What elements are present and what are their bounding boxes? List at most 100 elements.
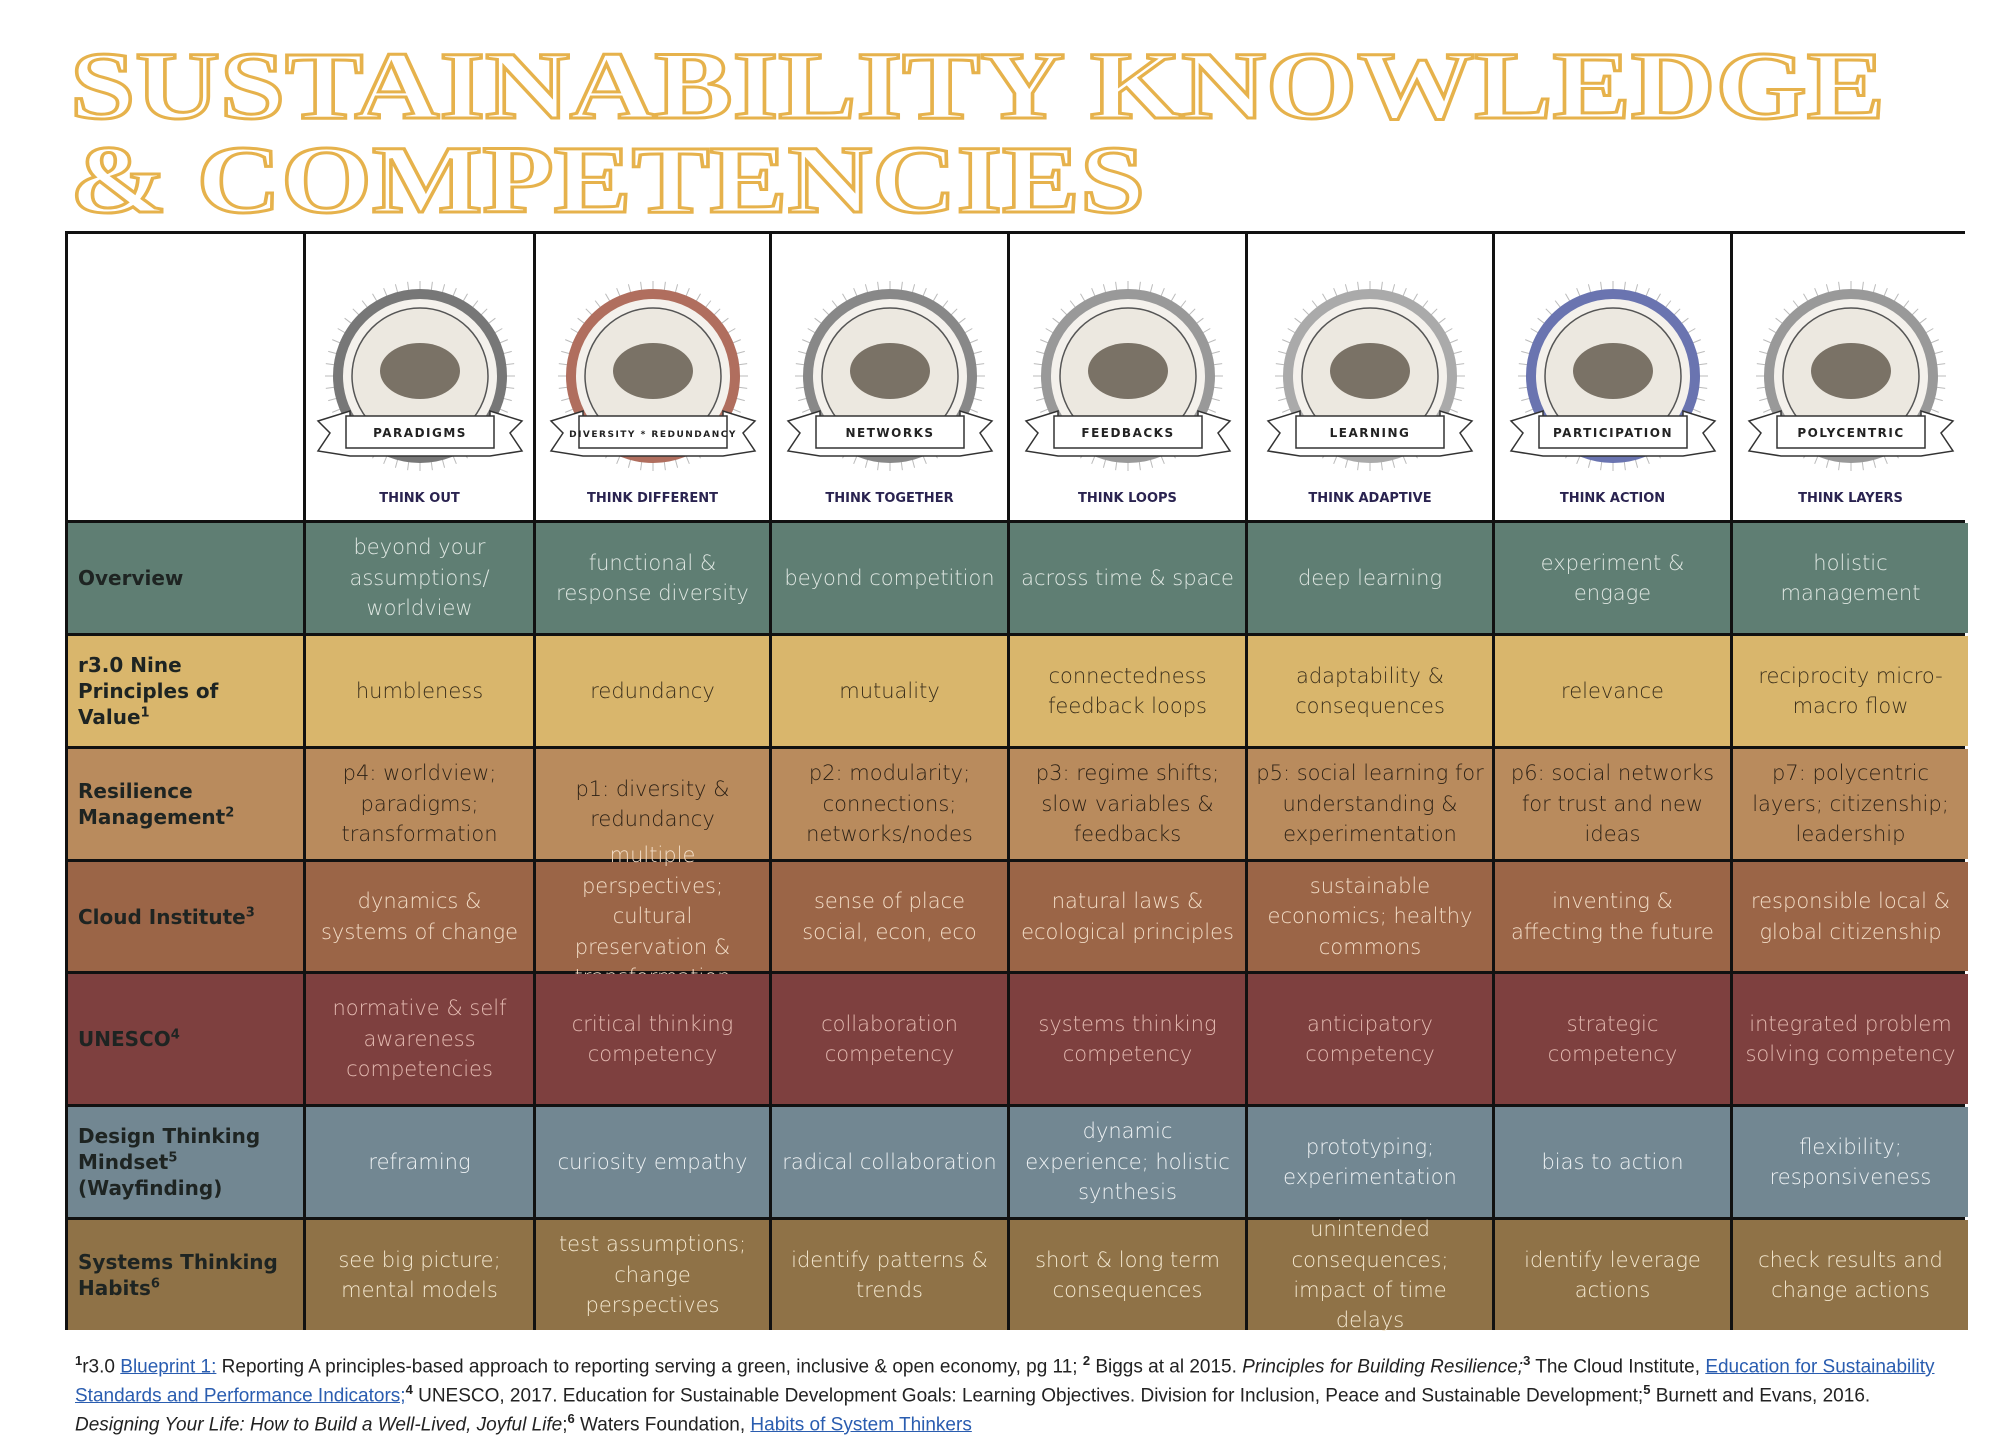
row-label: r3.0 Nine Principles of Value1 xyxy=(68,636,303,746)
banner-face xyxy=(577,415,728,449)
think-label: THINK LAYERS xyxy=(1798,491,1903,506)
row-label-main: Resilience Management xyxy=(78,779,226,829)
footnote-text: The Cloud Institute, xyxy=(1530,1356,1706,1378)
footnote-text: 2 xyxy=(1082,1353,1091,1368)
cell: beyond competition xyxy=(772,523,1007,633)
cell: strategic competency xyxy=(1495,974,1730,1104)
emblem-figure xyxy=(849,343,930,399)
cell: natural laws & ecological principles xyxy=(1010,862,1245,971)
emblem: NETWORKS xyxy=(786,281,993,471)
cell: reciprocity micro-macro flow xyxy=(1733,636,1968,746)
header-cell: LEARNING THINK ADAPTIVE xyxy=(1248,234,1492,520)
row-label-text: Cloud Institute3 xyxy=(78,904,255,930)
emblem-figure xyxy=(612,343,693,399)
cell: flexibility; responsiveness xyxy=(1733,1107,1968,1217)
row-label-text: UNESCO4 xyxy=(78,1026,180,1052)
banner-face xyxy=(344,415,495,449)
cell: experiment & engage xyxy=(1495,523,1730,633)
cell: bias to action xyxy=(1495,1107,1730,1217)
row-label-main: Overview xyxy=(78,566,184,590)
cell: prototyping; experimentation xyxy=(1248,1107,1492,1217)
row-label: Systems Thinking Habits6 xyxy=(68,1220,303,1330)
think-label: THINK LOOPS xyxy=(1078,491,1177,506)
cell: integrated problem solving competency xyxy=(1733,974,1968,1104)
footnote-link[interactable]: Education for Sustainability Standards a… xyxy=(75,1356,1935,1407)
emblem-figure xyxy=(1330,343,1410,399)
row-label-main: Systems Thinking Habits xyxy=(78,1250,278,1300)
footnote-link[interactable]: Habits of System Thinkers xyxy=(750,1414,972,1436)
cell: anticipatory competency xyxy=(1248,974,1492,1104)
footnote-text: Burnett and Evans, 2016. xyxy=(1650,1385,1871,1407)
cell: multiple perspectives; cultural preserva… xyxy=(536,843,769,989)
cell: deep learning xyxy=(1248,523,1492,633)
row-label-sup: 4 xyxy=(170,1027,180,1043)
footnote-text: 6 xyxy=(567,1410,575,1426)
header-cell: POLYCENTRIC THINK LAYERS xyxy=(1733,234,1968,520)
banner-face xyxy=(1775,415,1926,449)
footnote-text: 4 xyxy=(405,1381,413,1397)
think-label: THINK OUT xyxy=(379,491,460,506)
emblem: FEEDBACKS xyxy=(1024,281,1231,471)
think-label: THINK TOGETHER xyxy=(825,491,954,506)
banner-text: DIVERSITY * REDUNDANCY xyxy=(569,430,737,440)
footnote-text: ; xyxy=(562,1414,568,1436)
title-line: SUSTAINABILITY KNOWLEDGE xyxy=(70,32,1885,139)
row-label-text: Systems Thinking Habits6 xyxy=(78,1249,293,1301)
row-label-main: UNESCO xyxy=(78,1027,171,1051)
emblem: LEARNING xyxy=(1266,281,1474,471)
header-cell: PARADIGMS THINK OUT xyxy=(306,234,533,520)
cell: redundancy xyxy=(536,636,769,746)
cell: connectedness feedback loops xyxy=(1010,636,1245,746)
think-label: THINK ADAPTIVE xyxy=(1308,491,1432,506)
emblem-figure xyxy=(1572,343,1653,399)
row-label-text: Resilience Management2 xyxy=(78,778,293,830)
row-label: Overview xyxy=(68,523,303,633)
footnote-link[interactable]: Blueprint 1: xyxy=(120,1356,217,1378)
row-label-text: Design Thinking Mindset5 (Wayfinding) xyxy=(78,1123,293,1201)
cell: adaptability & consequences xyxy=(1248,636,1492,746)
emblem: POLYCENTRIC xyxy=(1747,281,1954,471)
row-label-text: r3.0 Nine Principles of Value1 xyxy=(78,652,293,730)
cell: identify leverage actions xyxy=(1495,1220,1730,1330)
row-label-text: Overview xyxy=(78,565,183,591)
row-label-sup: 5 xyxy=(168,1150,178,1166)
footnote-text: 1 xyxy=(75,1353,83,1368)
row-label-sup: 6 xyxy=(150,1276,160,1292)
banner-face xyxy=(1052,415,1203,449)
cell: p3: regime shifts; slow variables & feed… xyxy=(1010,749,1245,859)
row-label-sup: 2 xyxy=(225,805,235,821)
header-cell: DIVERSITY * REDUNDANCY THINK DIFFERENT xyxy=(536,234,769,520)
cell: see big picture; mental models xyxy=(306,1220,533,1330)
footnote-text: 3 xyxy=(1523,1353,1531,1368)
header-corner xyxy=(68,234,303,520)
emblem-figure xyxy=(379,343,460,399)
cell: functional & response diversity xyxy=(536,523,769,633)
cell: p1: diversity & redundancy xyxy=(536,749,769,859)
cell: across time & space xyxy=(1010,523,1245,633)
cell: identify patterns & trends xyxy=(772,1220,1007,1330)
row-label: Design Thinking Mindset5 (Wayfinding) xyxy=(68,1107,303,1217)
cell: systems thinking competency xyxy=(1010,974,1245,1104)
footnote-text: Waters Foundation, xyxy=(574,1414,751,1436)
header-cell: FEEDBACKS THINK LOOPS xyxy=(1010,234,1245,520)
think-label: THINK ACTION xyxy=(1559,491,1666,506)
cell: unintended consequences; impact of time … xyxy=(1248,1217,1492,1332)
banner-face xyxy=(1537,415,1688,449)
banner-text: FEEDBACKS xyxy=(1081,426,1174,440)
row-label-main: Design Thinking Mindset xyxy=(78,1124,261,1174)
emblem: DIVERSITY * REDUNDANCY xyxy=(549,281,756,471)
row-label-sup: 1 xyxy=(140,705,150,721)
row-label: Cloud Institute3 xyxy=(68,862,303,971)
cell: humbleness xyxy=(306,636,533,746)
emblem: PARADIGMS xyxy=(316,281,523,471)
cell: relevance xyxy=(1495,636,1730,746)
think-label: THINK DIFFERENT xyxy=(587,491,718,506)
row-label-main: r3.0 Nine Principles of Value xyxy=(78,653,219,729)
footnote-text: 5 xyxy=(1643,1381,1651,1397)
cell: p4: worldview; paradigms; transformation xyxy=(306,749,533,859)
footnote-text: Principles for Building Resilience; xyxy=(1242,1356,1524,1378)
cell: holistic management xyxy=(1733,523,1968,633)
banner-face xyxy=(1295,415,1445,449)
cell: beyond your assumptions/ worldview xyxy=(306,523,533,633)
cell: curiosity empathy xyxy=(536,1107,769,1217)
